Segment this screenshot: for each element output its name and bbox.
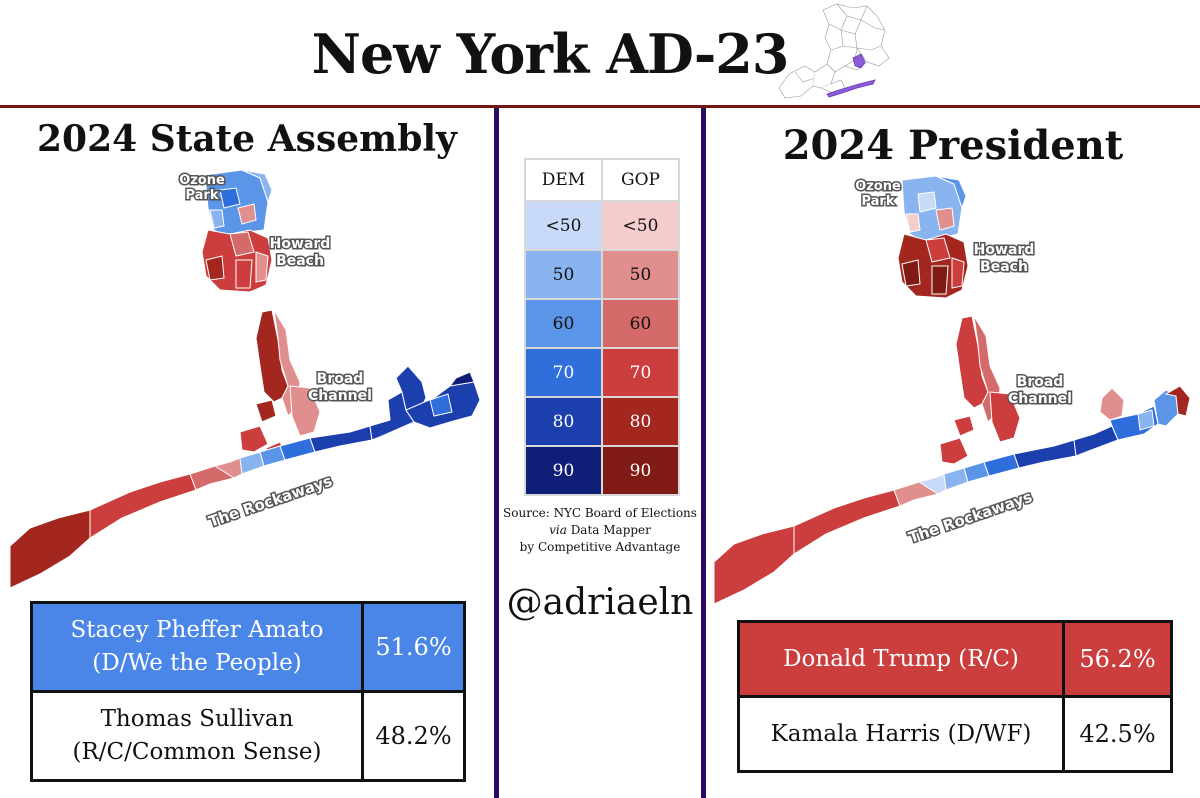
candidate-name: Donald Trump (R/C) bbox=[737, 620, 1065, 698]
legend-row: 70 70 bbox=[524, 347, 680, 398]
assembly-panel-title: 2024 State Assembly bbox=[37, 118, 457, 160]
legend-swatch-dem: 80 bbox=[524, 396, 603, 447]
howard-beach-label-2: Beach bbox=[276, 253, 324, 269]
legend-row: 90 90 bbox=[524, 445, 680, 496]
candidate-pct: 51.6% bbox=[361, 601, 466, 693]
ozone-park-label-2: Park bbox=[185, 188, 218, 203]
legend-row: 80 80 bbox=[524, 396, 680, 447]
broad-channel-label-2: Channel bbox=[308, 388, 372, 404]
president-precinct-map: Ozone Park Howard Beach Broad Channel Th… bbox=[714, 175, 1191, 605]
source-line-3: by Competitive Advantage bbox=[519, 540, 681, 554]
assembly-precinct-map: Ozone Park Howard Beach Broad Channel Th… bbox=[10, 169, 481, 589]
color-legend: DEM GOP <50 <50 50 50 60 60 70 70 80 80 90 90 bbox=[524, 158, 680, 496]
legend-swatch-gop: 70 bbox=[601, 347, 680, 398]
candidate-pct: 56.2% bbox=[1062, 620, 1173, 698]
source-line-1: Source: NYC Board of Elections bbox=[503, 506, 697, 520]
legend-swatch-dem: 50 bbox=[524, 249, 603, 300]
broad-channel-label-1: Broad bbox=[1017, 374, 1064, 390]
howard-beach-label-2: Beach bbox=[980, 259, 1028, 275]
divider-right bbox=[701, 108, 706, 798]
candidate-name: Kamala Harris (D/WF) bbox=[737, 695, 1065, 773]
candidate-party: (R/C/Common Sense) bbox=[72, 739, 322, 765]
ozone-park-label-1: Ozone bbox=[855, 179, 901, 194]
candidate-pct: 42.5% bbox=[1062, 695, 1173, 773]
legend-swatch-dem: 70 bbox=[524, 347, 603, 398]
legend-header-dem: DEM bbox=[524, 158, 603, 202]
howard-beach-label-1: Howard bbox=[270, 236, 331, 252]
legend-swatch-gop: <50 bbox=[601, 200, 680, 251]
assembly-result-row-winner: Stacey Pheffer Amato (D/We the People) 5… bbox=[30, 601, 466, 693]
header-rule bbox=[0, 105, 1200, 108]
broad-channel-label-2: Channel bbox=[1008, 391, 1072, 407]
legend-swatch-gop: 80 bbox=[601, 396, 680, 447]
candidate-pct: 48.2% bbox=[361, 690, 466, 782]
broad-channel-label-1: Broad bbox=[317, 371, 364, 387]
president-panel-title: 2024 President bbox=[782, 122, 1124, 169]
candidate-name-cell: Stacey Pheffer Amato (D/We the People) bbox=[30, 601, 364, 693]
legend-swatch-gop: 60 bbox=[601, 298, 680, 349]
candidate-name: Thomas Sullivan bbox=[100, 706, 294, 732]
assembly-results-table: Stacey Pheffer Amato (D/We the People) 5… bbox=[30, 601, 466, 782]
divider-left bbox=[494, 108, 499, 798]
president-result-row-winner: Donald Trump (R/C) 56.2% bbox=[737, 620, 1173, 698]
ozone-park-label-2: Park bbox=[861, 194, 894, 209]
legend-swatch-dem: <50 bbox=[524, 200, 603, 251]
legend-swatch-gop: 50 bbox=[601, 249, 680, 300]
legend-swatch-gop: 90 bbox=[601, 445, 680, 496]
assembly-result-row-loser: Thomas Sullivan (R/C/Common Sense) 48.2% bbox=[30, 690, 466, 782]
legend-row: <50 <50 bbox=[524, 200, 680, 251]
author-handle: @adriaeln bbox=[506, 582, 694, 623]
ozone-park-label-1: Ozone bbox=[179, 173, 225, 188]
howard-beach-label-1: Howard bbox=[974, 242, 1035, 258]
legend-row: 50 50 bbox=[524, 249, 680, 300]
candidate-name-cell: Thomas Sullivan (R/C/Common Sense) bbox=[30, 690, 364, 782]
legend-swatch-dem: 60 bbox=[524, 298, 603, 349]
legend-header-gop: GOP bbox=[601, 158, 680, 202]
source-via: via bbox=[549, 523, 567, 537]
president-results-table: Donald Trump (R/C) 56.2% Kamala Harris (… bbox=[737, 620, 1173, 773]
nyc-locator-map bbox=[778, 3, 890, 99]
source-credit: Source: NYC Board of Elections via Data … bbox=[500, 505, 700, 556]
president-result-row-loser: Kamala Harris (D/WF) 42.5% bbox=[737, 695, 1173, 773]
candidate-party: (D/We the People) bbox=[92, 650, 302, 676]
candidate-name: Stacey Pheffer Amato bbox=[70, 617, 324, 643]
page-title: New York AD-23 bbox=[311, 22, 790, 86]
legend-swatch-dem: 90 bbox=[524, 445, 603, 496]
source-line-2: Data Mapper bbox=[566, 523, 651, 537]
legend-row: 60 60 bbox=[524, 298, 680, 349]
